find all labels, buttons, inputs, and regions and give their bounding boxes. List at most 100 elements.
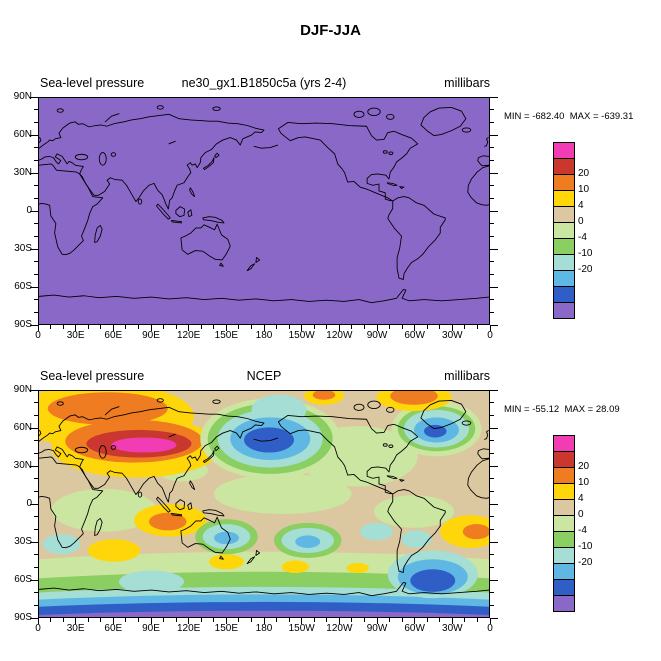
axis-tick (125, 325, 127, 329)
contour-blob (149, 512, 187, 531)
lon-tick-label: 60E (104, 623, 123, 634)
colorbar-swatch (554, 468, 574, 484)
axis-tick (490, 324, 498, 326)
contour-blob (374, 495, 454, 528)
axis-tick (490, 440, 494, 442)
axis-tick (490, 503, 498, 505)
axis-tick (62, 325, 64, 329)
panel-header: Sea-level pressure ne30_gx1.B1850c5a (yr… (38, 76, 490, 92)
panel-center-title: NCEP (246, 369, 282, 383)
lat-tick-label: 0 (26, 498, 32, 509)
lat-tick-label: 90S (14, 319, 32, 330)
colorbar-tick-label: 20 (578, 461, 590, 472)
axis-tick (490, 554, 494, 556)
axis-tick (137, 325, 139, 329)
axis-tick (401, 618, 403, 622)
axis-tick (490, 235, 494, 237)
axis-tick (250, 618, 252, 622)
axis-tick (351, 325, 353, 329)
axis-tick (238, 325, 240, 329)
colorbar-tick-label: -20 (578, 557, 593, 568)
lon-tick-label: 180 (255, 330, 273, 341)
contour-blob (42, 534, 81, 555)
axis-tick (464, 325, 466, 329)
axis-tick (50, 618, 52, 622)
lat-tick-label: 60S (14, 574, 32, 585)
axis-tick (490, 592, 494, 594)
axis-tick (476, 325, 478, 329)
axis-tick (313, 618, 315, 622)
lat-tick-label: 30N (13, 167, 32, 178)
colorbar-swatch (554, 239, 574, 255)
colorbar-labels: 20 10 4 0 -4 -10 -20 (578, 142, 618, 342)
lon-tick-label: 90W (366, 330, 388, 341)
axis-tick (213, 325, 215, 329)
lon-tick-label: 60W (404, 623, 425, 634)
lon-tick-label: 120E (176, 330, 201, 341)
contour-blob (209, 554, 244, 570)
lat-tick-label: 90N (13, 384, 32, 395)
axis-tick (363, 618, 365, 622)
axis-tick (351, 618, 353, 622)
lat-tick-label: 60S (14, 281, 32, 292)
colorbar-swatch (554, 255, 574, 271)
ncep-panel: Sea-level pressure NCEP millibars 90N 60N… (0, 367, 661, 660)
lat-tick-label: 30S (14, 243, 32, 254)
colorbar-swatch (554, 580, 574, 596)
colorbar-swatch (554, 207, 574, 223)
colorbar-swatch (554, 223, 574, 239)
panel-header: Sea-level pressure NCEP millibars (38, 369, 490, 385)
colorbar-swatch (554, 175, 574, 191)
figure-title: DJF-JJA (300, 22, 361, 39)
contour-blob (295, 535, 321, 548)
colorbar-tick-label: 10 (578, 184, 590, 195)
lon-tick-label: 90W (366, 623, 388, 634)
axis-tick (87, 618, 89, 622)
colorbar-swatch (554, 287, 574, 303)
colorbar-swatch (554, 484, 574, 500)
axis-tick (389, 325, 391, 329)
axis-tick (490, 311, 494, 313)
colorbar-tick-label: 0 (578, 216, 584, 227)
contour-blob (401, 530, 432, 548)
axis-tick (100, 618, 102, 622)
panel-left-title: Sea-level pressure (40, 369, 145, 383)
axis-tick (426, 618, 428, 622)
lat-tick-label: 90N (13, 91, 32, 102)
colorbar-swatch (554, 436, 574, 452)
lon-tick-label: 150E (214, 330, 238, 341)
axis-tick (490, 490, 494, 492)
lon-tick-label: 0 (35, 623, 41, 634)
lat-tick-label: 30N (13, 460, 32, 471)
contour-blob (87, 539, 141, 562)
contour-blob (390, 391, 438, 405)
contour-blob (346, 563, 369, 574)
axis-tick (137, 618, 139, 622)
colorbar-swatch (554, 271, 574, 287)
lon-tick-label: 60W (404, 330, 425, 341)
axis-tick (439, 618, 441, 622)
axis-tick (490, 299, 494, 301)
lon-tick-label: 30W (442, 623, 463, 634)
axis-tick (401, 325, 403, 329)
colorbar-swatch (554, 500, 574, 516)
colorbar-tick-label: 20 (578, 168, 590, 179)
contour-blob (424, 424, 447, 438)
model-map (38, 97, 490, 325)
axis-tick (490, 134, 498, 136)
axis-tick (490, 172, 498, 174)
axis-tick (490, 223, 494, 225)
axis-tick (490, 579, 498, 581)
axis-tick (326, 325, 328, 329)
axis-tick (490, 159, 494, 161)
axis-tick (490, 528, 494, 530)
lon-tick-label: 150W (288, 623, 315, 634)
axis-tick (490, 109, 494, 111)
axis-tick (288, 325, 290, 329)
min-max-annotation: MIN = -682.40 MAX = -639.31 (504, 111, 634, 122)
colorbar-labels: 20 10 4 0 -4 -10 -20 (578, 435, 618, 635)
lon-tick-label: 120E (176, 623, 201, 634)
colorbar (553, 142, 575, 319)
panel-center-title: ne30_gx1.B1850c5a (yrs 2-4) (181, 76, 347, 90)
contour-blob (119, 570, 184, 594)
